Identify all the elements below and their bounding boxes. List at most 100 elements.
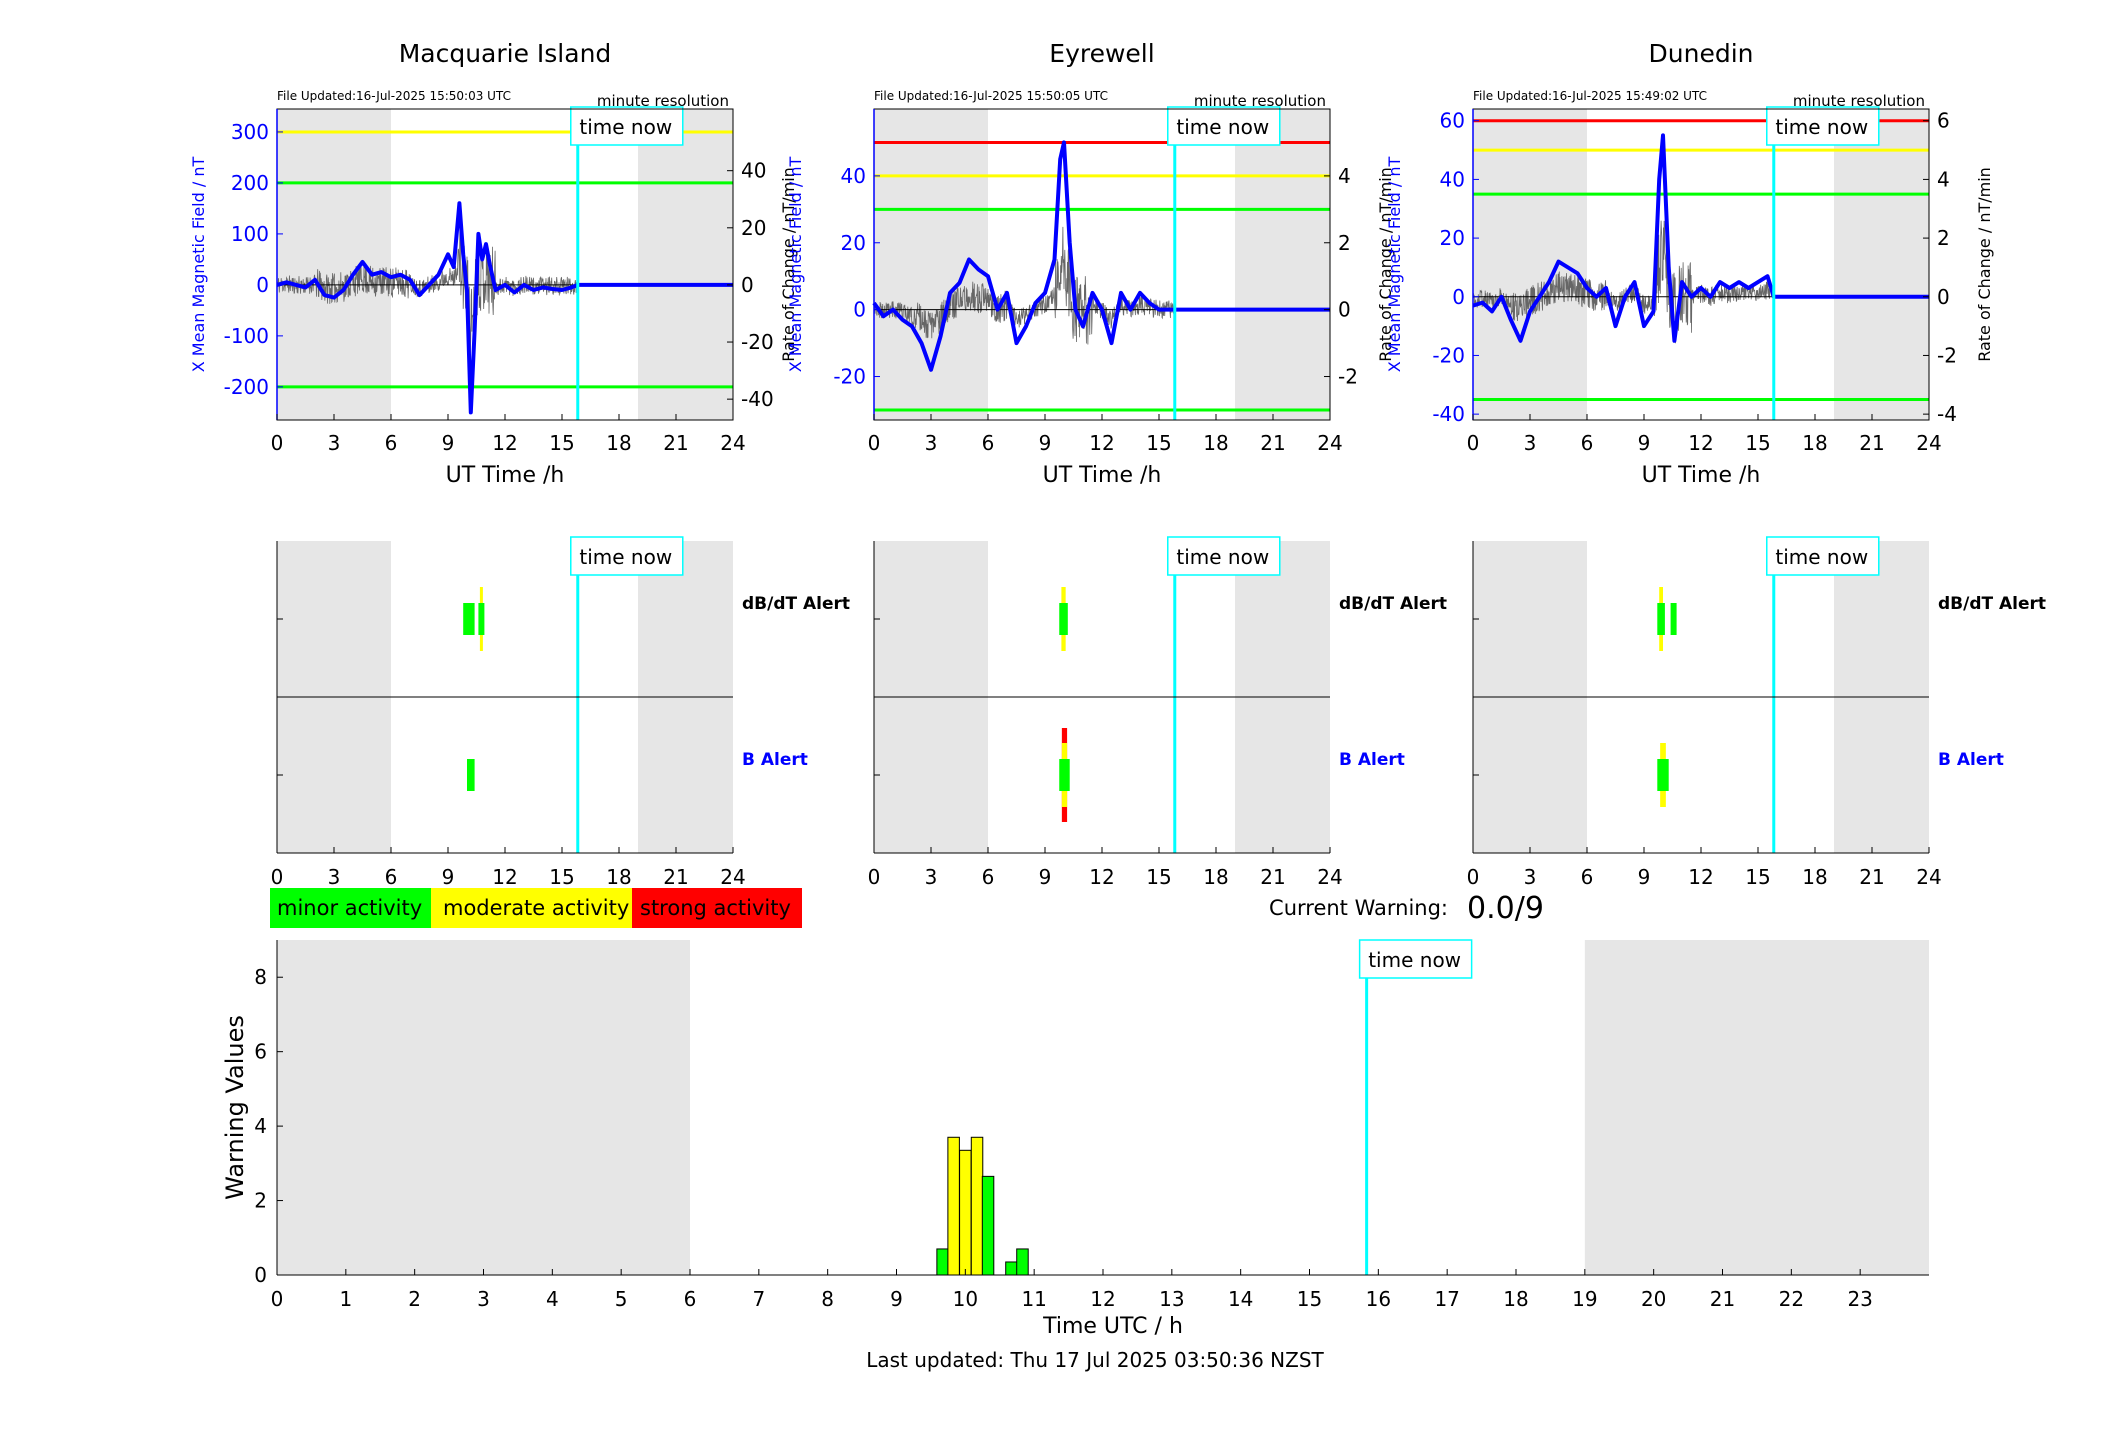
y-axis-label: X Mean Magnetic Field / nT — [1385, 157, 1404, 373]
x-tick-label: 18 — [1203, 865, 1228, 889]
last-updated-footer: Last updated: Thu 17 Jul 2025 03:50:36 N… — [866, 1348, 1324, 1372]
station-title: Dunedin — [1649, 39, 1754, 68]
x-tick-label: 6 — [1581, 431, 1594, 455]
b-alert-label: B Alert — [1339, 750, 1405, 770]
x-tick-label: 6 — [684, 1287, 697, 1311]
legend-minor-swatch — [270, 888, 431, 928]
dbdt-alert-label: dB/dT Alert — [1339, 594, 1447, 614]
current-warning-value: 0.0/9 — [1467, 891, 1544, 926]
x-tick-label: 12 — [1089, 431, 1114, 455]
y-tick-label: 100 — [231, 222, 269, 246]
time-now-label: time now — [1775, 545, 1868, 569]
x-tick-label: 3 — [328, 431, 341, 455]
x-tick-label: 9 — [890, 1287, 903, 1311]
time-now-label: time now — [579, 115, 672, 139]
y-tick-label: 4 — [254, 1114, 267, 1138]
x-tick-label: 5 — [615, 1287, 628, 1311]
night-band — [277, 109, 391, 420]
x-tick-label: 20 — [1641, 1287, 1666, 1311]
x-tick-label: 13 — [1159, 1287, 1184, 1311]
y2-axis-label: Rate of Change / nT/min — [1975, 167, 1994, 362]
y-tick-label: 0 — [1452, 285, 1465, 309]
rate-of-change-trace — [873, 226, 1175, 345]
y-tick-label: -100 — [224, 324, 269, 348]
mean-field-line — [872, 140, 1330, 372]
dbdt-alert-label: dB/dT Alert — [1938, 594, 2046, 614]
y-tick-label: 300 — [231, 120, 269, 144]
y-tick-label: 0 — [254, 1263, 267, 1287]
mean-field-line — [1472, 133, 1929, 343]
y2-tick-label: -2 — [1338, 365, 1358, 389]
x-tick-label: 3 — [1524, 431, 1537, 455]
file-updated: File Updated:16-Jul-2025 15:49:02 UTC — [1473, 89, 1707, 103]
alert-minor-mark — [1059, 603, 1068, 635]
y-tick-label: 60 — [1440, 109, 1465, 133]
alert-panel: time now 0 3 6 9 12 15 18 21 24 dB/dT Alert B Alert — [1467, 536, 2046, 889]
y2-tick-label: -40 — [741, 387, 774, 411]
night-band — [1584, 940, 1929, 1275]
x-tick-label: 17 — [1434, 1287, 1459, 1311]
legend-strong-label: strong activity — [640, 896, 791, 920]
station-panel: Dunedin File Updated:16-Jul-2025 15:49:02… — [1385, 39, 1994, 488]
legend-moderate-swatch — [431, 888, 632, 928]
x-tick-label: 0 — [271, 1287, 284, 1311]
y2-tick-label: 4 — [1338, 164, 1351, 188]
x-tick-label: 6 — [1581, 865, 1594, 889]
alert-minor-mark — [1657, 603, 1665, 635]
y2-axis-label: Rate of Change / nT/min — [1376, 167, 1395, 362]
alert-minor-mark — [463, 603, 475, 635]
x-tick-label: 11 — [1021, 1287, 1046, 1311]
alert-minor-mark — [478, 603, 485, 635]
y-tick-label: 2 — [254, 1189, 267, 1213]
station-title: Macquarie Island — [399, 39, 612, 68]
y-tick-label: 0 — [256, 273, 269, 297]
alert-minor-mark — [1657, 759, 1669, 791]
x-tick-label: 15 — [549, 431, 574, 455]
x-tick-label: 21 — [1260, 431, 1285, 455]
x-tick-label: 21 — [663, 865, 688, 889]
x-tick-label: 24 — [1317, 865, 1342, 889]
time-now-box — [1167, 536, 1281, 576]
y2-tick-label: -4 — [1937, 402, 1957, 426]
y2-tick-label: 20 — [741, 216, 766, 240]
warning-bar — [959, 1149, 972, 1276]
y-tick-label: 6 — [254, 1040, 267, 1064]
x-tick-label: 9 — [1638, 431, 1651, 455]
night-band — [1834, 109, 1929, 420]
y-axis-label: X Mean Magnetic Field / nT — [189, 157, 208, 373]
x-tick-label: 24 — [720, 431, 745, 455]
x-tick-label: 7 — [752, 1287, 765, 1311]
x-tick-label: 24 — [1916, 431, 1941, 455]
x-tick-label: 21 — [663, 431, 688, 455]
x-tick-label: 9 — [442, 865, 455, 889]
y-axis-label: Warning Values — [221, 1015, 249, 1200]
x-tick-label: 0 — [1467, 431, 1480, 455]
x-tick-label: 16 — [1366, 1287, 1391, 1311]
y2-tick-label: 0 — [741, 273, 754, 297]
alert-panel: time now 0 3 6 9 12 15 18 21 24 dB/dT Alert B Alert — [868, 536, 1447, 889]
warning-bar — [970, 1136, 984, 1276]
x-tick-label: 18 — [1802, 865, 1827, 889]
time-now-label: time now — [1176, 115, 1269, 139]
x-tick-label: 0 — [868, 865, 881, 889]
mean-field-line — [276, 201, 733, 415]
warning-bar — [947, 1136, 960, 1276]
x-tick-label: 9 — [1638, 865, 1651, 889]
x-tick-label: 15 — [1745, 431, 1770, 455]
x-tick-label: 15 — [1745, 865, 1770, 889]
time-now-label: time now — [579, 545, 672, 569]
y-tick-label: 20 — [841, 231, 866, 255]
time-now-box — [1358, 939, 1473, 979]
alert-minor-mark — [1670, 603, 1677, 635]
x-tick-label: 0 — [271, 865, 284, 889]
x-tick-label: 6 — [385, 431, 398, 455]
x-tick-label: 0 — [271, 431, 284, 455]
y-tick-label: 200 — [231, 171, 269, 195]
x-tick-label: 15 — [549, 865, 574, 889]
station-panel: Macquarie Island File Updated:16-Jul-2025… — [189, 39, 798, 488]
station-title: Eyrewell — [1049, 39, 1154, 68]
y-tick-label: 0 — [853, 298, 866, 322]
x-tick-label: 21 — [1859, 431, 1884, 455]
time-now-label: time now — [1775, 115, 1868, 139]
